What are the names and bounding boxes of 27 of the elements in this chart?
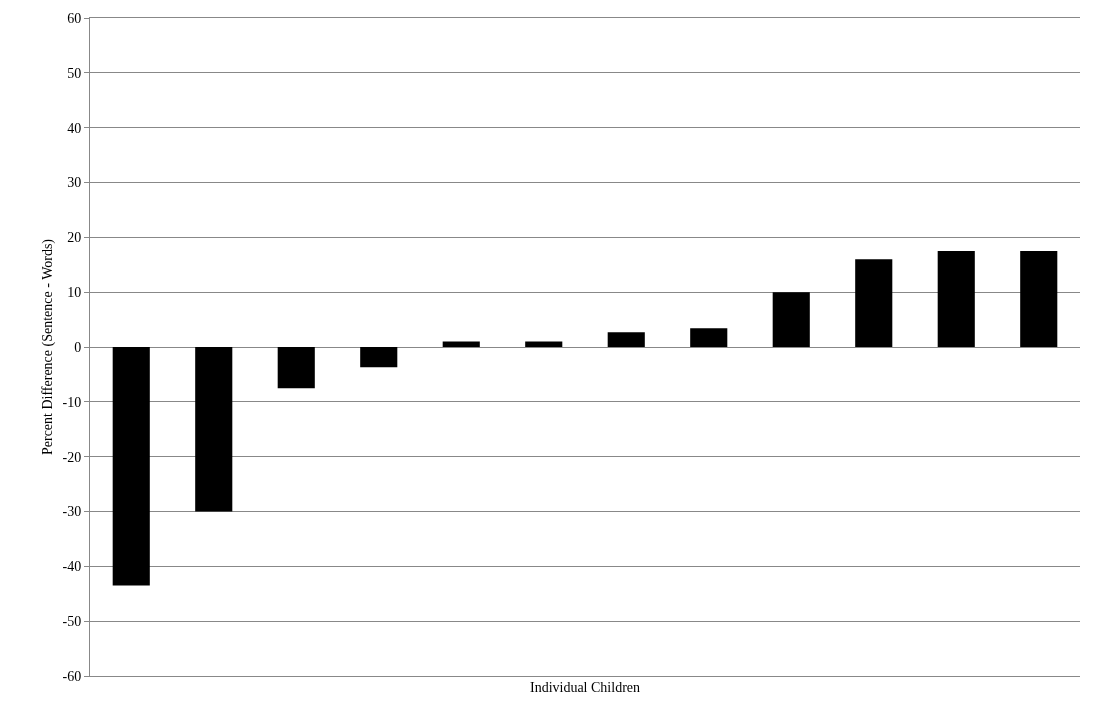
bar [607, 332, 645, 347]
bar [525, 341, 563, 347]
y-tick-label: -60 [62, 668, 82, 684]
y-tick-label: 60 [67, 10, 82, 26]
bar [937, 251, 975, 347]
y-tick-label: 50 [67, 65, 82, 81]
bar [442, 341, 480, 347]
y-tick-label: -10 [62, 394, 82, 410]
y-tick-label: -30 [62, 504, 82, 520]
y-tick-label: -20 [62, 449, 82, 465]
x-axis-title: Individual Children [529, 680, 641, 696]
bar [277, 347, 315, 389]
bar [112, 347, 150, 586]
y-axis-title: Percent Difference (Sentence - Words) [40, 238, 56, 456]
bar [855, 259, 893, 347]
bar [360, 347, 398, 368]
bar [195, 347, 233, 512]
y-tick-label: 30 [67, 175, 82, 191]
bar [690, 328, 728, 347]
y-tick-label: -40 [62, 559, 82, 575]
y-tick-label: 40 [67, 120, 82, 136]
y-tick-label: 0 [74, 339, 82, 355]
y-tick-label: 20 [67, 230, 82, 246]
y-tick-label: 10 [67, 285, 82, 301]
bar [1020, 251, 1058, 347]
bar [772, 292, 810, 347]
y-tick-label: -50 [62, 614, 82, 630]
